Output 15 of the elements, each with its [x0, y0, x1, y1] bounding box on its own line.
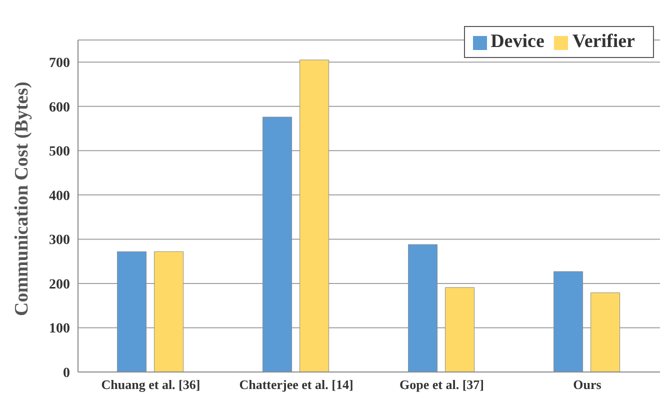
y-axis-title: Communication Cost (Bytes): [12, 82, 33, 316]
legend-label: Verifier: [572, 31, 635, 52]
y-tick-label: 0: [63, 366, 70, 381]
x-tick-label: Gope et al. [37]: [400, 377, 484, 392]
y-tick-label: 100: [49, 322, 70, 337]
x-tick-label: Chuang et al. [36]: [101, 377, 200, 392]
legend-label: Device: [490, 31, 544, 52]
x-tick-label: Ours: [573, 377, 602, 392]
y-tick-label: 600: [49, 100, 70, 116]
y-tick-label: 500: [49, 144, 70, 160]
y-tick-label: 700: [49, 56, 70, 72]
y-tick-label: 400: [49, 188, 70, 204]
y-tick-label: 300: [49, 233, 70, 248]
x-tick-label: Chatterjee et al. [14]: [239, 377, 354, 392]
y-tick-label: 200: [49, 277, 70, 292]
